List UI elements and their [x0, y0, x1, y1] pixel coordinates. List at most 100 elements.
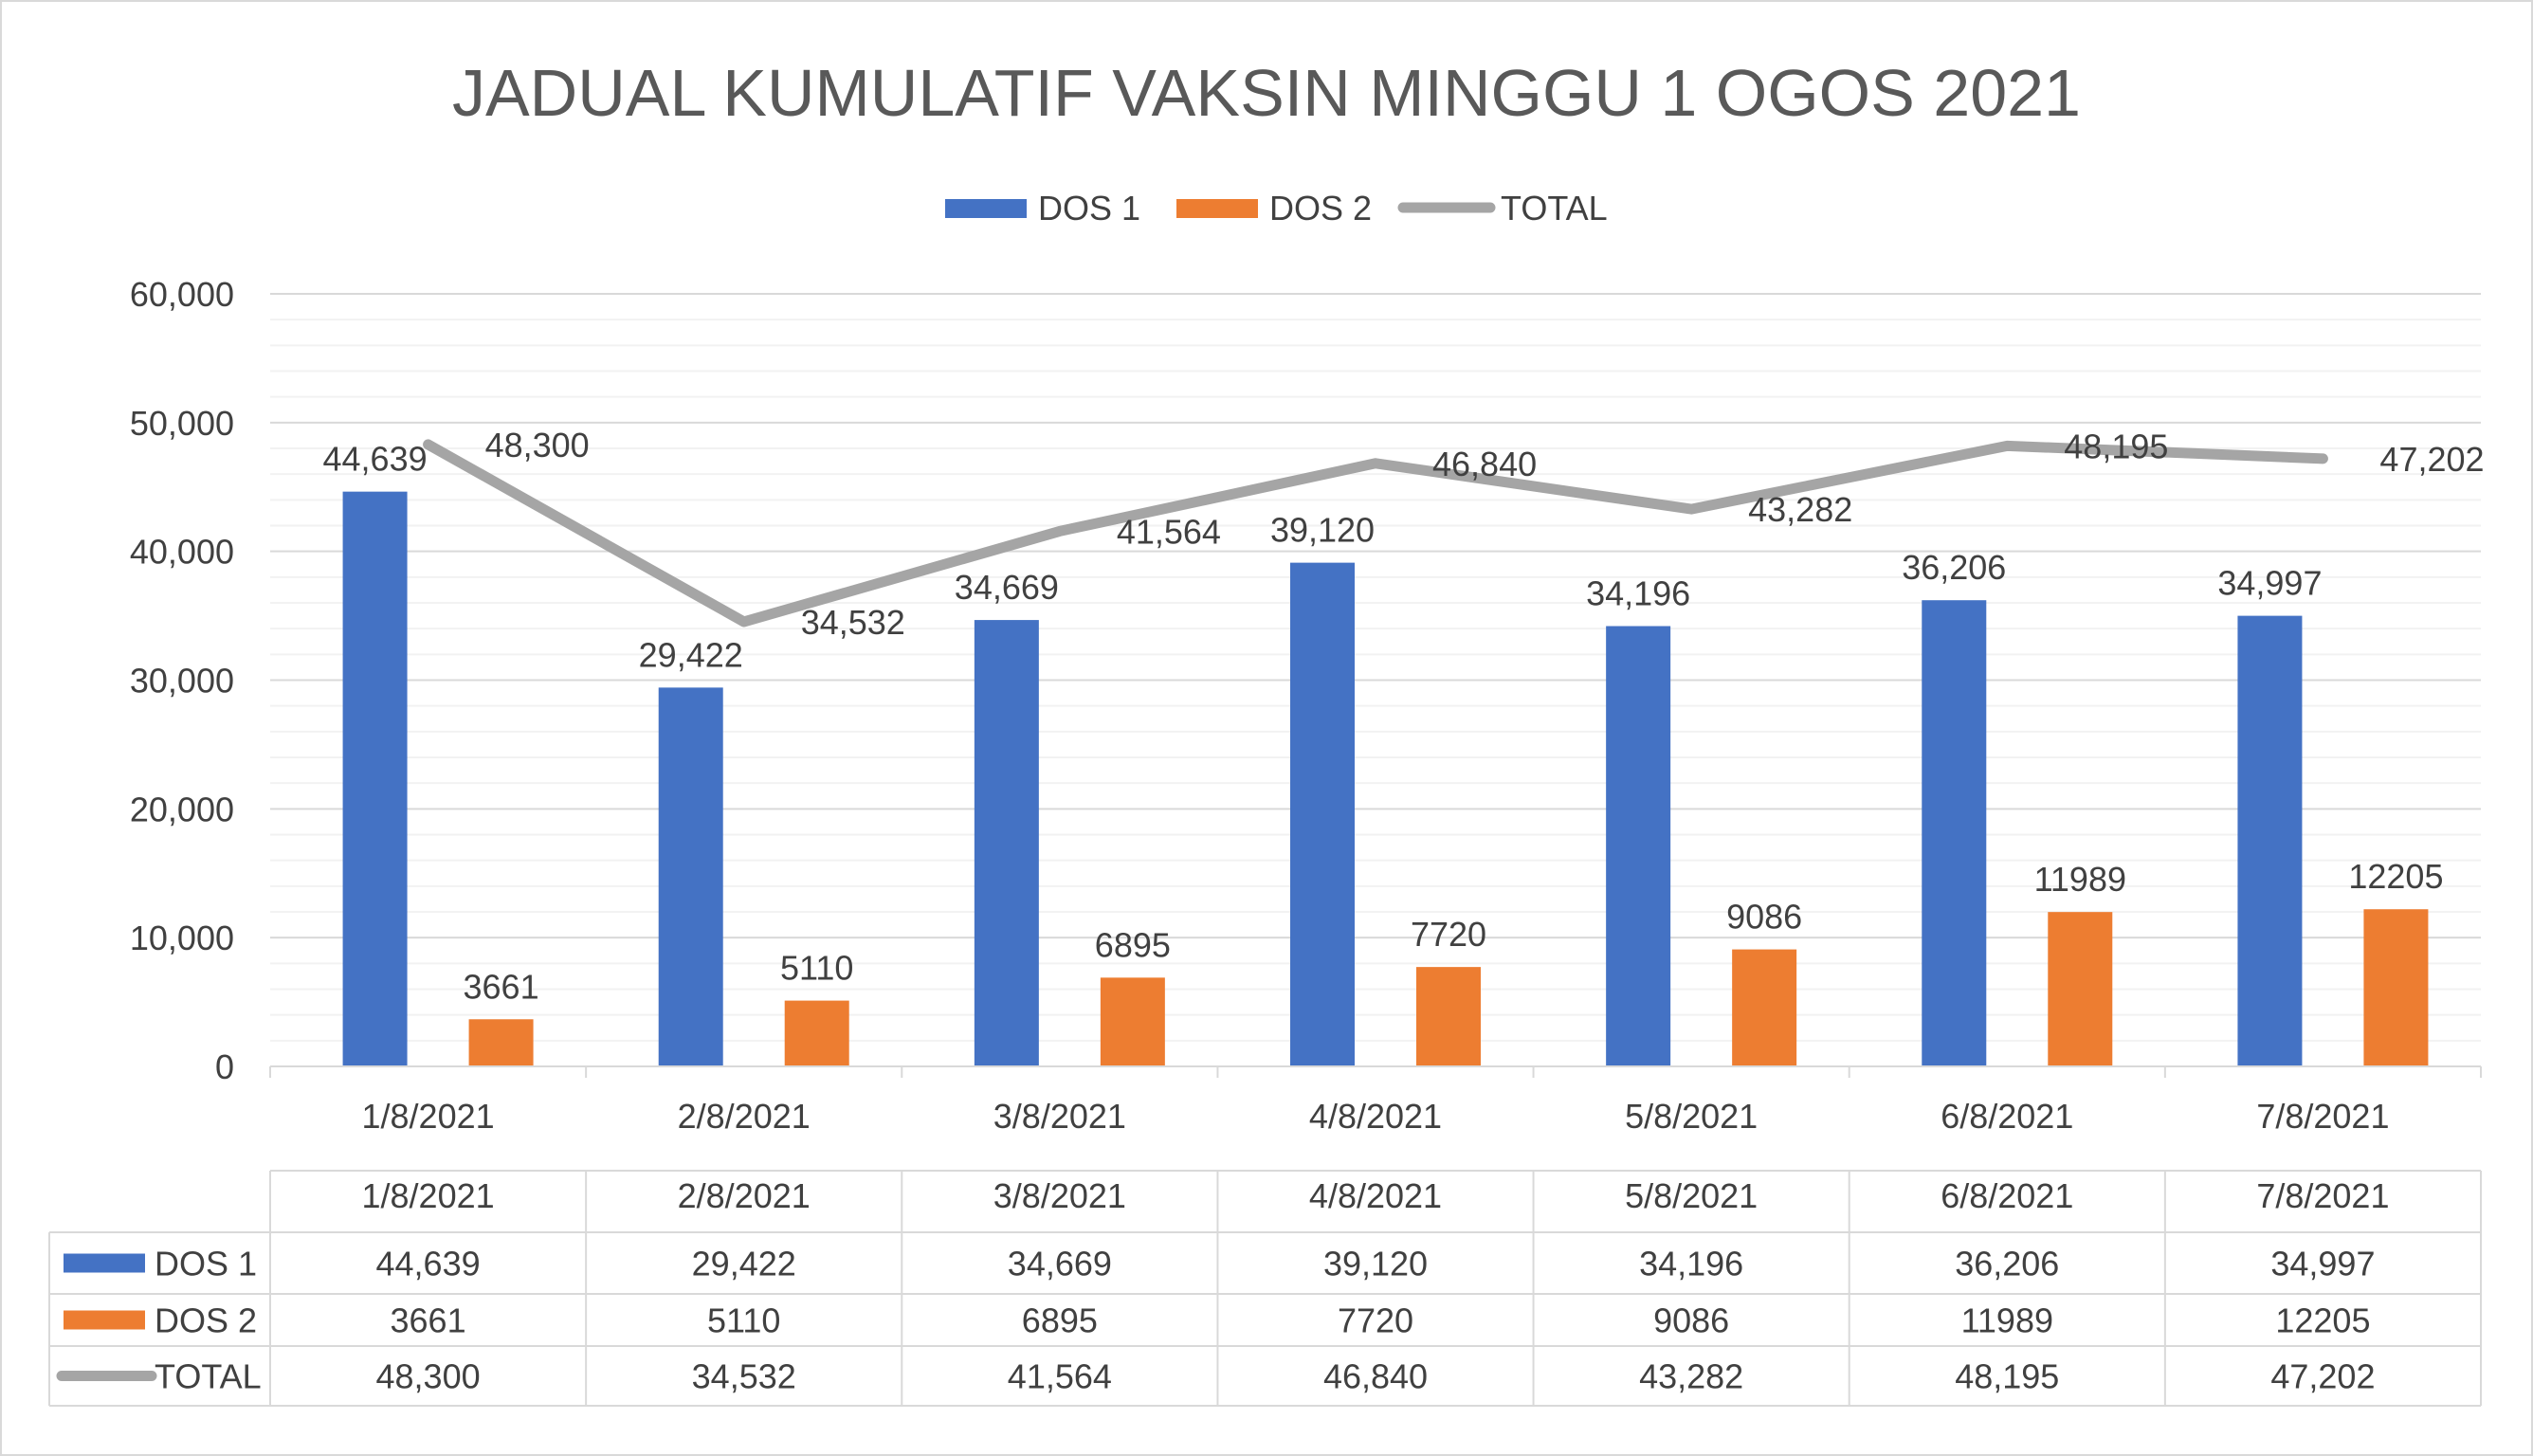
data-label-total: 46,840: [1432, 445, 1537, 483]
x-tick-label: 1/8/2021: [362, 1097, 495, 1136]
bar-dos-2: [468, 1019, 534, 1066]
table-row-label-dos-1: DOS 1: [155, 1245, 257, 1283]
table-cell-dos-2: 6895: [1022, 1301, 1098, 1340]
data-label-dos-1: 34,997: [2217, 564, 2322, 603]
bar-dos-2: [1416, 967, 1481, 1066]
table-cell-dos-1: 34,196: [1639, 1245, 1743, 1283]
table-legend-key-dos-1: [64, 1253, 145, 1273]
y-tick-label: 50,000: [130, 404, 234, 443]
table-cell-total: 41,564: [1008, 1357, 1112, 1396]
data-label-dos-2: 5110: [780, 949, 853, 988]
legend-label-dos-2: DOS 2: [1269, 189, 1372, 228]
table-cell-dos-2: 11989: [1961, 1301, 2053, 1340]
y-tick-label: 20,000: [130, 790, 234, 828]
table-cell-dos-2: 5110: [707, 1301, 780, 1340]
bar-dos-1: [342, 491, 408, 1066]
data-label-dos-1: 44,639: [323, 440, 428, 479]
legend: DOS 1 DOS 2 TOTAL: [945, 189, 1608, 228]
table-cell-dos-1: 34,669: [1008, 1245, 1112, 1283]
bar-dos-2: [2363, 909, 2429, 1066]
gridlines: [270, 293, 2481, 1042]
y-tick-label: 40,000: [130, 533, 234, 572]
bar-dos-1: [974, 620, 1039, 1066]
bar-dos-1: [1290, 562, 1355, 1066]
data-label-dos-1: 29,422: [639, 635, 743, 674]
table-cell-total: 43,282: [1639, 1357, 1743, 1396]
legend-label-total: TOTAL: [1501, 189, 1608, 228]
data-label-dos-2: 7720: [1411, 915, 1486, 954]
bar-dos-2: [1100, 977, 1165, 1066]
bar-dos-2: [784, 1000, 849, 1066]
data-label-dos-2: 6895: [1095, 925, 1171, 964]
data-label-total: 48,300: [485, 426, 590, 464]
y-tick-label: 30,000: [130, 662, 234, 701]
y-tick-label: 0: [215, 1047, 234, 1086]
total-line: [423, 439, 2328, 628]
data-label-dos-2: 12205: [2348, 857, 2443, 896]
table-cell-total: 47,202: [2270, 1357, 2375, 1396]
legend-swatch-dos-2: [1176, 199, 1258, 218]
data-labels: 44,639 29,422 34,669 39,120 34,196 36,206 34,9…: [323, 426, 2485, 1006]
chart-title: JADUAL KUMULATIF VAKSIN MINGGU 1 OGOS 20…: [452, 56, 2081, 130]
data-label-dos-2: 11989: [2034, 860, 2126, 899]
table-cell-dos-1: 34,997: [2270, 1245, 2375, 1283]
table-cell-dos-1: 36,206: [1955, 1245, 2059, 1283]
table-cell-dos-1: 44,639: [376, 1245, 481, 1283]
data-label-total: 48,195: [2064, 427, 2168, 465]
table-header-cell: 4/8/2021: [1309, 1176, 1442, 1215]
data-label-total: 41,564: [1117, 512, 1221, 551]
table-cell-dos-1: 39,120: [1323, 1245, 1428, 1283]
data-label-dos-1: 34,669: [955, 568, 1059, 607]
table-cell-dos-1: 29,422: [692, 1245, 796, 1283]
x-tick-label: 4/8/2021: [1309, 1097, 1442, 1136]
data-label-dos-1: 36,206: [1902, 548, 2006, 587]
table-cell-dos-2: 3661: [391, 1301, 466, 1340]
data-label-total: 43,282: [1748, 490, 1852, 529]
total-series-line: [423, 439, 2328, 628]
y-tick-label: 10,000: [130, 919, 234, 957]
x-tick-label: 6/8/2021: [1941, 1097, 2073, 1136]
y-axis: 0 10,000 20,000 30,000 40,000 50,000 60,000: [130, 275, 234, 1086]
table-header-cell: 7/8/2021: [2256, 1176, 2389, 1215]
table-legend-key-dos-2: [64, 1310, 145, 1330]
table-header-cell: 6/8/2021: [1941, 1176, 2073, 1215]
bar-dos-1: [658, 687, 723, 1066]
table-cell-total: 34,532: [692, 1357, 796, 1396]
table-header-cell: 5/8/2021: [1625, 1176, 1758, 1215]
table-cell-dos-2: 7720: [1338, 1301, 1413, 1340]
table-header-cell: 1/8/2021: [362, 1176, 495, 1215]
data-label-total: 34,532: [801, 603, 905, 642]
table-header-cell: 2/8/2021: [678, 1176, 811, 1215]
bar-dos-1: [1606, 626, 1671, 1066]
data-table: 1/8/2021 2/8/2021 3/8/2021 4/8/2021 5/8/2021…: [48, 1170, 2482, 1407]
x-axis: 1/8/2021 2/8/2021 3/8/2021 4/8/2021 5/8/2021…: [269, 1065, 2482, 1136]
x-tick-label: 5/8/2021: [1625, 1097, 1758, 1136]
data-label-dos-1: 39,120: [1270, 511, 1375, 550]
legend-swatch-dos-1: [945, 199, 1027, 218]
bar-dos-1: [1922, 600, 1987, 1066]
x-tick-label: 3/8/2021: [993, 1097, 1126, 1136]
table-cell-total: 48,300: [376, 1357, 481, 1396]
data-label-dos-2: 3661: [464, 967, 539, 1006]
table-cell-total: 48,195: [1955, 1357, 2059, 1396]
table-cell-dos-2: 12205: [2275, 1301, 2370, 1340]
data-label-total: 47,202: [2379, 440, 2484, 479]
table-row-label-total: TOTAL: [155, 1357, 262, 1396]
bar-dos-2: [2048, 912, 2113, 1066]
x-tick-label: 2/8/2021: [678, 1097, 811, 1136]
bar-dos-2: [1732, 949, 1797, 1066]
table-row-label-dos-2: DOS 2: [155, 1301, 257, 1340]
data-label-dos-1: 34,196: [1586, 574, 1690, 613]
x-tick-label: 7/8/2021: [2256, 1097, 2389, 1136]
table-header-cell: 3/8/2021: [993, 1176, 1126, 1215]
y-tick-label: 60,000: [130, 275, 234, 314]
table-cell-dos-2: 9086: [1653, 1301, 1729, 1340]
data-label-dos-2: 9086: [1726, 898, 1802, 937]
table-cell-total: 46,840: [1323, 1357, 1428, 1396]
bar-dos-1: [2237, 615, 2303, 1066]
bars: [342, 491, 2429, 1066]
legend-label-dos-1: DOS 1: [1038, 189, 1140, 228]
